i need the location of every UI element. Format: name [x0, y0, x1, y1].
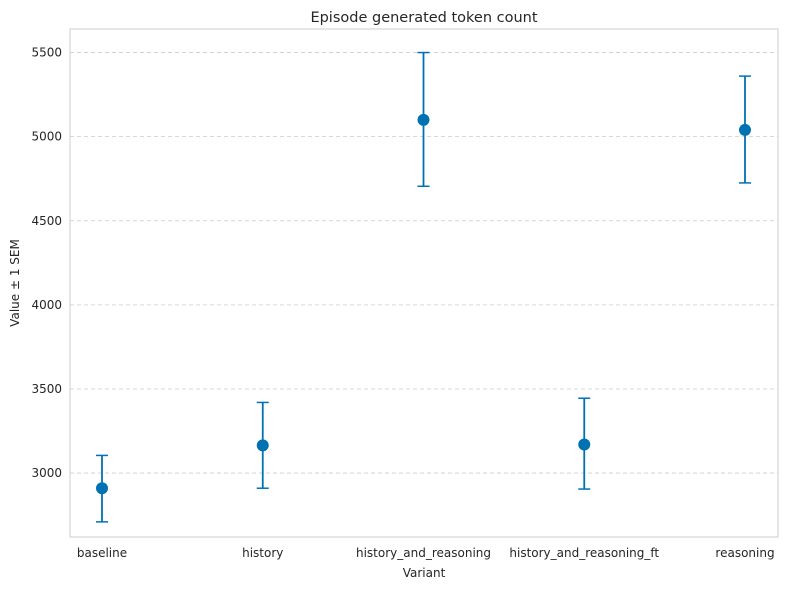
y-tick-4500: 4500 [31, 214, 62, 228]
chart-title: Episode generated token count [310, 10, 537, 26]
x-tick-reasoning: reasoning [715, 546, 774, 560]
y-tick-5000: 5000 [31, 130, 62, 144]
point-history_and_reasoning [417, 113, 430, 126]
data-marks [96, 51, 751, 523]
y-tick-labels: 3000 3500 4000 4500 5000 5500 [31, 46, 62, 481]
x-tick-history_and_reasoning: history_and_reasoning [356, 546, 491, 560]
x-tick-baseline: baseline [77, 546, 127, 560]
y-tick-3500: 3500 [31, 382, 62, 396]
x-tick-history: history [242, 546, 283, 560]
y-tick-5500: 5500 [31, 46, 62, 60]
x-tick-labels: baseline history history_and_reasoning hist… [77, 546, 775, 560]
x-axis-label: Variant [403, 566, 446, 580]
point-history_and_reasoning_ft [578, 438, 591, 451]
point-baseline [96, 482, 108, 495]
y-tick-4000: 4000 [31, 298, 62, 312]
y-tick-3000: 3000 [31, 466, 62, 480]
x-tick-history_and_reasoning_ft: history_and_reasoning_ft [509, 546, 659, 560]
point-reasoning [739, 123, 751, 136]
point-history [256, 439, 269, 452]
y-axis-label: Value ± 1 SEM [8, 239, 22, 327]
